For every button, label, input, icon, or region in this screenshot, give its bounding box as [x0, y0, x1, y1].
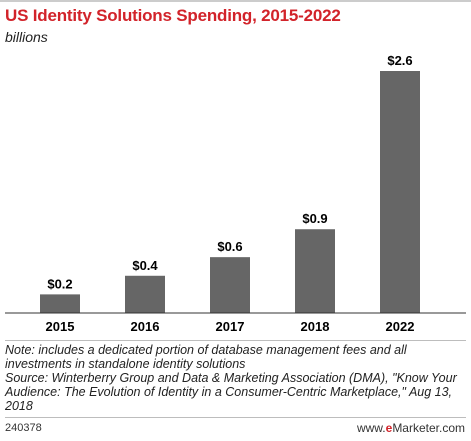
brand-rest: Marketer.com: [392, 421, 465, 435]
chart-id: 240378: [5, 422, 42, 434]
x-tick-2016: 2016: [131, 319, 160, 334]
bar-2018: [295, 229, 335, 313]
x-tick-2017: 2017: [216, 319, 245, 334]
notes-block: Note: includes a dedicated portion of da…: [5, 343, 465, 413]
bar-2022: [380, 71, 420, 313]
data-label-2016: $0.4: [132, 258, 158, 273]
x-tick-2022: 2022: [386, 319, 415, 334]
data-label-2022: $2.6: [387, 53, 412, 68]
source-text: Source: Winterberry Group and Data & Mar…: [5, 371, 457, 413]
x-tick-2015: 2015: [46, 319, 75, 334]
bar-2015: [40, 294, 80, 313]
bar-2017: [210, 257, 250, 313]
divider: [5, 340, 466, 341]
data-label-2015: $0.2: [47, 276, 72, 291]
data-label-2017: $0.6: [217, 239, 242, 254]
x-tick-2018: 2018: [301, 319, 330, 334]
chart-title: US Identity Solutions Spending, 2015-202…: [5, 6, 341, 25]
chart-subtitle: billions: [5, 29, 48, 45]
brand-prefix: www.: [356, 421, 386, 435]
note-text: Note: includes a dedicated portion of da…: [5, 343, 407, 371]
brand-e: e: [385, 421, 393, 435]
bar-2016: [125, 275, 165, 313]
data-label-2018: $0.9: [302, 211, 327, 226]
brand-link[interactable]: www.eMarketer.com: [357, 421, 465, 435]
footer-divider: [5, 417, 466, 418]
bar-chart: $0.2 2015 $0.4 2016 $0.6 2017 $0.9 2018 $2.6 2022: [5, 53, 466, 334]
top-border: [0, 0, 471, 2]
